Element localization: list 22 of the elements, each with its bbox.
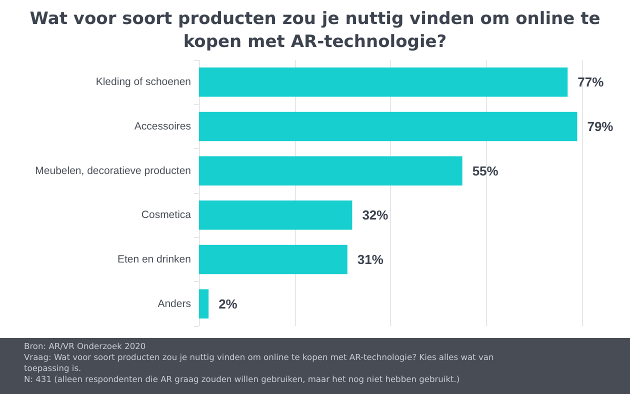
chart-title: Wat voor soort producten zou je nuttig vinden om online te kopen met AR-technologie?: [28, 8, 602, 54]
y-tick-label: Cosmetica: [141, 209, 192, 222]
text: Vraag: Wat voor soort producten zou je nuttig vinden om online te kopen met AR-technologie? Kies alles wat van toepassing is.: [24, 352, 495, 374]
data-label: 55%: [472, 163, 499, 178]
bar: [199, 289, 209, 318]
y-tick-label: Anders: [158, 298, 191, 310]
bar: [199, 156, 462, 186]
text: N: 431 (alleen respondenten die AR graag zouden willen gebruiken, maar het nog niet hebben gebruikt.): [24, 374, 461, 385]
y-tick-label: Kleding of schoenen: [96, 76, 192, 88]
data-label: 32%: [362, 208, 389, 223]
y-tick-label: Eten en drinken: [117, 254, 192, 266]
data-label: 79%: [587, 119, 614, 134]
bar: [199, 112, 578, 142]
text: Bron: AR/VR Onderzoek 2020: [24, 341, 147, 352]
y-tick-label: Accessoires: [134, 120, 191, 132]
y-tick-label: Meubelen, decoratieve producten: [35, 164, 192, 177]
data-label: 31%: [357, 252, 384, 267]
bar: [199, 244, 348, 274]
data-label: 77%: [578, 74, 604, 90]
bar: [199, 200, 352, 230]
data-label: 2%: [218, 296, 238, 312]
bar: [199, 68, 568, 97]
